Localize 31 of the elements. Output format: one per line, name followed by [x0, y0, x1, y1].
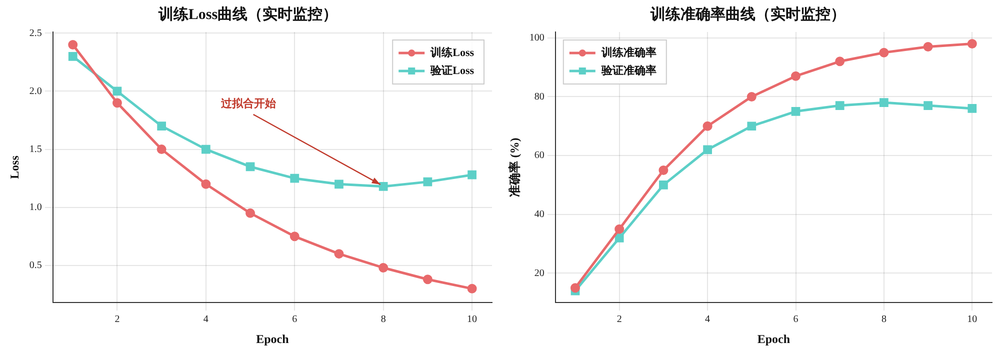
legend-label: 训练准确率	[600, 46, 656, 59]
x-tick-label: 2	[114, 314, 120, 326]
x-tick-label: 8	[881, 314, 886, 326]
y-tick-label: 100	[529, 32, 544, 44]
x-tick-label: 6	[292, 314, 298, 326]
x-axis-title: Epoch	[757, 332, 790, 346]
y-tick-label: 2.0	[29, 86, 42, 97]
y-tick-label: 0.5	[29, 260, 42, 272]
x-tick-label: 10	[967, 314, 978, 326]
y-tick-label: 1.5	[29, 144, 42, 155]
y-axis-title: 准确率 (%)	[507, 138, 522, 197]
y-axis-title: Loss	[7, 155, 22, 179]
y-tick-label: 40	[534, 208, 544, 220]
x-tick-label: 10	[467, 314, 478, 326]
x-axis-title: Epoch	[256, 332, 290, 346]
annotation: 过拟合开始	[220, 96, 277, 110]
legend-label: 验证Loss	[430, 64, 475, 77]
y-tick-label: 20	[534, 268, 544, 279]
chart-title: 训练准确率曲线（实时监控）	[650, 4, 846, 23]
legend-label: 验证准确率	[600, 64, 656, 77]
x-tick-label: 2	[616, 314, 622, 326]
y-tick-label: 2.5	[29, 28, 42, 39]
x-tick-label: 4	[705, 314, 710, 326]
legend-label: 训练Loss	[430, 46, 475, 59]
y-tick-label: 1.0	[29, 202, 42, 213]
x-tick-label: 6	[793, 314, 798, 326]
y-tick-label: 80	[534, 91, 544, 102]
y-tick-label: 60	[534, 150, 544, 162]
x-tick-label: 8	[380, 314, 386, 326]
chart-title: 训练Loss曲线（实时监控）	[157, 4, 338, 23]
x-tick-label: 4	[203, 314, 208, 326]
